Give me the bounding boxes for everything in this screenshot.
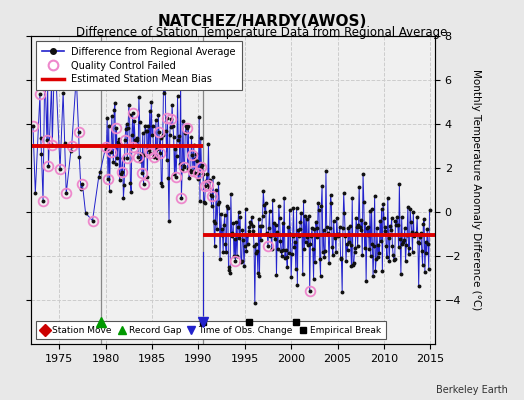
Legend: Station Move, Record Gap, Time of Obs. Change, Empirical Break: Station Move, Record Gap, Time of Obs. C… [36,322,386,340]
Y-axis label: Monthly Temperature Anomaly Difference (°C): Monthly Temperature Anomaly Difference (… [471,69,481,311]
Text: Difference of Station Temperature Data from Regional Average: Difference of Station Temperature Data f… [77,26,447,39]
Text: NATCHEZ/HARDY(AWOS): NATCHEZ/HARDY(AWOS) [157,14,367,29]
Text: Berkeley Earth: Berkeley Earth [436,385,508,395]
